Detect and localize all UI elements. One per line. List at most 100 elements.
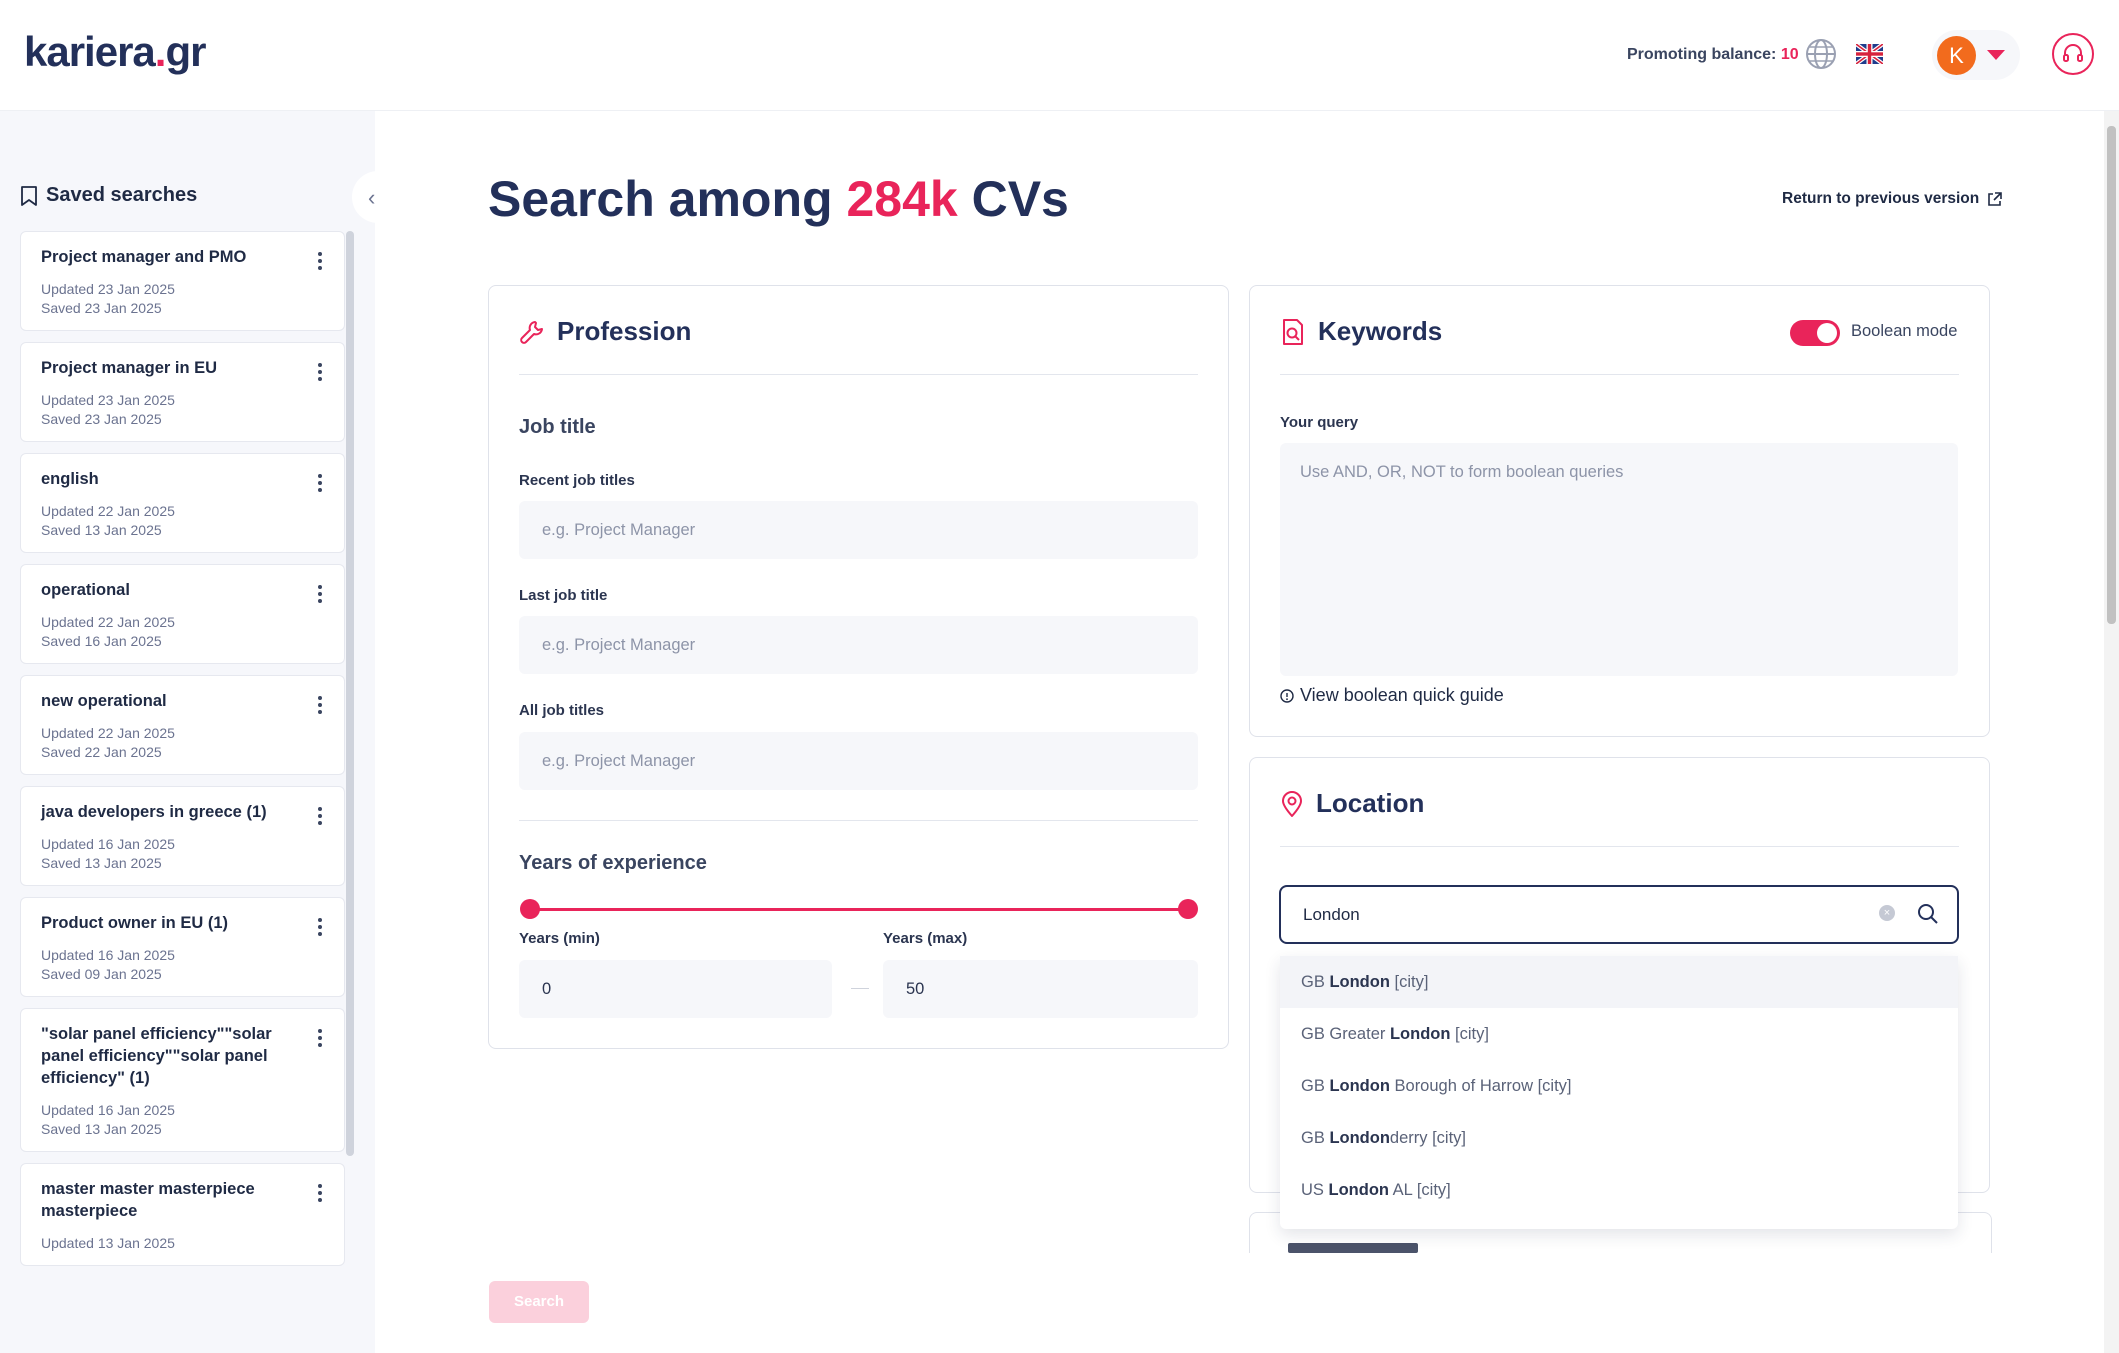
saved-date: Saved 23 Jan 2025 [41, 411, 162, 427]
boolean-mode-label: Boolean mode [1851, 322, 1958, 340]
saved-search-card[interactable]: "solar panel efficiency""solar panel eff… [20, 1008, 345, 1152]
more-options-icon[interactable] [318, 363, 322, 384]
clear-icon[interactable]: × [1879, 905, 1895, 921]
saved-search-card[interactable]: english Updated 22 Jan 2025 Saved 13 Jan 2… [20, 453, 345, 553]
boolean-mode-toggle[interactable] [1790, 320, 1840, 346]
years-max-label: Years (max) [883, 930, 968, 947]
saved-searches-list: Project manager and PMO Updated 23 Jan 20… [20, 231, 345, 1277]
updated-date: Updated 16 Jan 2025 [41, 947, 175, 963]
updated-date: Updated 23 Jan 2025 [41, 392, 175, 408]
updated-date: Updated 22 Jan 2025 [41, 725, 175, 741]
boolean-query-textarea[interactable]: Use AND, OR, NOT to form boolean queries [1280, 443, 1958, 676]
saved-search-title: master master masterpiece masterpiece [41, 1180, 255, 1220]
suggestion-prefix: GB [1301, 1076, 1330, 1095]
external-link-icon [1988, 191, 2003, 206]
all-job-titles-input[interactable]: e.g. Project Manager [519, 732, 1198, 790]
saved-search-card[interactable]: operational Updated 22 Jan 2025 Saved 16 J… [20, 564, 345, 664]
bookmark-icon [21, 185, 37, 206]
recent-job-titles-input[interactable]: e.g. Project Manager [519, 501, 1198, 559]
saved-search-title: Product owner in EU (1) [41, 914, 229, 932]
boolean-quick-guide-link[interactable]: View boolean quick guide [1280, 685, 1504, 706]
page-scrollbar[interactable] [2104, 111, 2119, 1353]
updated-date: Updated 13 Jan 2025 [41, 1235, 175, 1251]
return-to-previous-version-link[interactable]: Return to previous version [1782, 190, 2003, 208]
saved-search-title: java developers in greece (1) [41, 803, 267, 821]
more-options-icon[interactable] [318, 1184, 322, 1205]
document-search-icon [1283, 318, 1303, 345]
job-title-section: Job title [519, 416, 596, 438]
your-query-label: Your query [1280, 414, 1359, 431]
saved-search-title: Project manager and PMO [41, 248, 247, 266]
info-icon [1280, 688, 1294, 703]
suggestion-suffix: derry [city] [1389, 1128, 1467, 1147]
updated-date: Updated 16 Jan 2025 [41, 1102, 175, 1118]
experience-slider-min-handle[interactable] [520, 899, 540, 919]
suggestion-match: London [1389, 1024, 1451, 1043]
location-suggestion[interactable]: GB London Borough of Harrow [city] [1280, 1060, 1958, 1112]
more-options-icon[interactable] [318, 585, 322, 606]
search-icon[interactable] [1917, 903, 1939, 925]
experience-slider-track[interactable] [529, 908, 1188, 911]
years-of-experience-section: Years of experience [519, 852, 707, 874]
saved-search-card[interactable]: java developers in greece (1) Updated 16 … [20, 786, 345, 886]
last-job-title-input[interactable]: e.g. Project Manager [519, 616, 1198, 674]
saved-search-card[interactable]: Product owner in EU (1) Updated 16 Jan 20… [20, 897, 345, 997]
saved-date: Saved 16 Jan 2025 [41, 633, 162, 649]
suggestion-match: London [1329, 1076, 1390, 1095]
saved-search-dates: Updated 22 Jan 2025 Saved 22 Jan 2025 [41, 724, 324, 762]
suggestion-match: London [1329, 972, 1390, 991]
profession-panel: Profession Job title Recent job titles e… [488, 285, 1229, 1049]
headset-icon [2063, 44, 2083, 62]
top-bar: kariera.gr Promoting balance: 10 K [0, 0, 2119, 111]
kariera-logo[interactable]: kariera.gr [24, 28, 206, 75]
more-options-icon[interactable] [318, 252, 322, 273]
search-button[interactable]: Search [489, 1281, 589, 1323]
location-suggestion[interactable]: GB London [city] [1280, 956, 1958, 1008]
globe-icon[interactable] [1805, 38, 1837, 70]
collapse-sidebar-button[interactable]: ‹ [352, 171, 404, 223]
more-options-icon[interactable] [318, 474, 322, 495]
range-separator [851, 988, 869, 989]
saved-search-card[interactable]: new operational Updated 22 Jan 2025 Saved … [20, 675, 345, 775]
location-suggestion[interactable]: GB London derry [city] [1280, 1112, 1958, 1164]
saved-search-card[interactable]: Project manager in EU Updated 23 Jan 2025… [20, 342, 345, 442]
saved-search-title: "solar panel efficiency""solar panel eff… [41, 1025, 272, 1087]
location-input-value: London [1303, 905, 1360, 924]
more-options-icon[interactable] [318, 807, 322, 828]
years-max-input[interactable]: 50 [883, 960, 1198, 1018]
suggestion-suffix: [city] [1450, 1024, 1489, 1043]
more-options-icon[interactable] [318, 1029, 322, 1050]
user-menu-button[interactable]: K [1932, 30, 2020, 80]
all-job-titles-label: All job titles [519, 702, 605, 719]
saved-search-dates: Updated 22 Jan 2025 Saved 13 Jan 2025 [41, 502, 324, 540]
uk-flag-icon[interactable] [1856, 44, 1883, 64]
saved-search-card[interactable]: master master masterpiece masterpiece Upd… [20, 1163, 345, 1266]
years-min-input[interactable]: 0 [519, 960, 832, 1018]
promoting-balance-value: 10 [1780, 46, 1799, 63]
saved-search-title: Project manager in EU [41, 359, 218, 377]
suggestion-prefix: US [1301, 1180, 1329, 1199]
saved-search-dates: Updated 16 Jan 2025 Saved 13 Jan 2025 [41, 1101, 324, 1139]
page-title: Search among 284k CVs [488, 171, 1069, 227]
more-options-icon[interactable] [318, 918, 322, 939]
saved-search-dates: Updated 23 Jan 2025 Saved 23 Jan 2025 [41, 391, 324, 429]
scrollbar-thumb[interactable] [2107, 126, 2116, 624]
experience-slider-max-handle[interactable] [1178, 899, 1198, 919]
sidebar-scrollbar[interactable] [346, 231, 354, 1156]
suggestion-suffix: Borough of Harrow [city] [1389, 1076, 1572, 1095]
updated-date: Updated 22 Jan 2025 [41, 614, 175, 630]
location-suggestion[interactable]: GB Greater London [city] [1280, 1008, 1958, 1060]
saved-date: Saved 23 Jan 2025 [41, 300, 162, 316]
saved-date: Saved 22 Jan 2025 [41, 744, 162, 760]
support-button[interactable] [2052, 33, 2094, 75]
saved-date: Saved 13 Jan 2025 [41, 522, 162, 538]
location-heading: Location [1280, 788, 1424, 819]
location-search-input[interactable]: London × [1279, 885, 1959, 944]
suggestion-prefix: GB [1301, 1128, 1330, 1147]
more-options-icon[interactable] [318, 696, 322, 717]
divider [1280, 374, 1959, 375]
saved-search-dates: Updated 16 Jan 2025 Saved 09 Jan 2025 [41, 946, 324, 984]
location-suggestions-dropdown: GB London [city] GB Greater London [city]… [1280, 956, 1958, 1229]
location-suggestion[interactable]: US London AL [city] [1280, 1164, 1958, 1216]
saved-search-card[interactable]: Project manager and PMO Updated 23 Jan 20… [20, 231, 345, 331]
